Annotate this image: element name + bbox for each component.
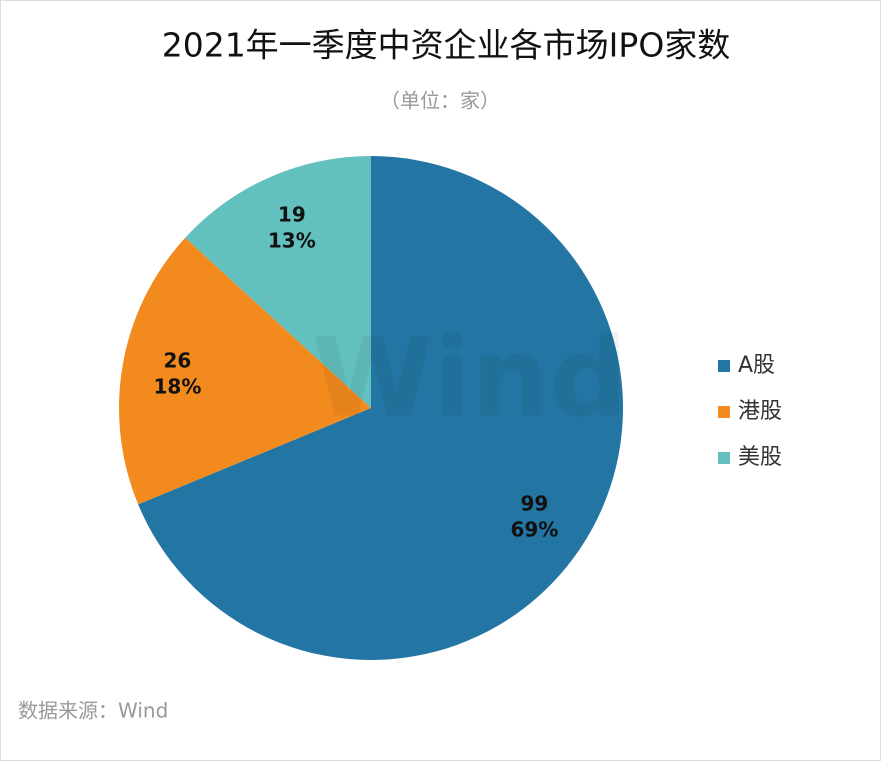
percent-label: 18% [153, 374, 201, 398]
percent-label: 13% [268, 229, 316, 253]
chart-subtitle: （单位：家） [380, 89, 500, 113]
percent-label: 69% [510, 518, 558, 542]
legend-label: A股 [738, 353, 775, 378]
source-note: 数据来源：Wind [18, 699, 168, 723]
value-label: 19 [278, 203, 306, 227]
pie-slice [119, 237, 371, 505]
legend-label: 港股 [738, 399, 782, 424]
value-label: 26 [164, 348, 192, 372]
pie-slice [185, 156, 371, 408]
watermark: Wind [312, 313, 628, 441]
legend-swatch [718, 406, 730, 418]
legend-swatch [718, 360, 730, 372]
value-label: 99 [521, 492, 549, 516]
pie-slice [138, 156, 623, 660]
legend-label: 美股 [738, 445, 782, 470]
chart-title: 2021年一季度中资企业各市场IPO家数 [162, 26, 731, 65]
legend-swatch [718, 452, 730, 464]
